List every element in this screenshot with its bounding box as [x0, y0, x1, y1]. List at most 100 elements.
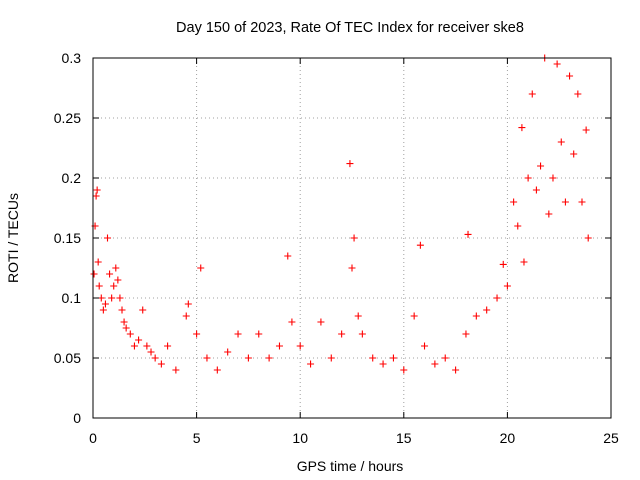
data-point [288, 318, 296, 326]
data-point [95, 282, 103, 290]
data-point [184, 300, 192, 308]
data-point [528, 90, 536, 98]
data-point [182, 312, 190, 320]
data-point [537, 162, 545, 170]
y-tick-label: 0 [73, 410, 81, 426]
data-point [234, 330, 242, 338]
data-point [120, 318, 128, 326]
data-point [400, 366, 408, 374]
data-point [421, 342, 429, 350]
y-tick-label: 0.05 [54, 350, 81, 366]
data-point [147, 348, 155, 356]
data-point [94, 258, 102, 266]
y-tick-label: 0.25 [54, 110, 81, 126]
y-tick-label: 0.3 [62, 50, 82, 66]
data-point [130, 342, 138, 350]
data-point [143, 342, 151, 350]
data-point [108, 294, 116, 302]
data-point [582, 126, 590, 134]
y-tick-labels: 0 0.05 0.1 0.15 0.2 0.25 0.3 [54, 50, 81, 426]
x-tick-label: 20 [500, 430, 516, 446]
data-point [104, 234, 112, 242]
data-point [193, 330, 201, 338]
data-point [483, 306, 491, 314]
data-point [275, 342, 283, 350]
data-point [518, 124, 526, 132]
data-point [557, 138, 565, 146]
x-tick-label: 10 [292, 430, 308, 446]
data-point [549, 174, 557, 182]
data-point [574, 90, 582, 98]
data-point [116, 294, 124, 302]
y-tick-label: 0.15 [54, 230, 81, 246]
data-point [112, 264, 120, 272]
data-point [114, 276, 122, 284]
data-point [441, 354, 449, 362]
data-point [379, 360, 387, 368]
data-point [584, 234, 592, 242]
data-point [338, 330, 346, 338]
x-axis-label: GPS time / hours [297, 458, 404, 474]
data-point [122, 324, 130, 332]
data-point [296, 342, 304, 350]
axis-ticks [92, 57, 612, 419]
data-point [213, 366, 221, 374]
data-point [472, 312, 480, 320]
data-point [464, 230, 472, 238]
data-point [93, 186, 101, 194]
data-point [135, 336, 143, 344]
data-point [358, 330, 366, 338]
data-point [126, 330, 134, 338]
data-point [578, 198, 586, 206]
data-point [493, 294, 501, 302]
data-point [452, 366, 460, 374]
data-point [203, 354, 211, 362]
x-tick-label: 0 [89, 430, 97, 446]
data-point [514, 222, 522, 230]
data-point [348, 264, 356, 272]
data-point [520, 258, 528, 266]
data-point [90, 270, 98, 278]
data-point [244, 354, 252, 362]
gridlines [93, 58, 611, 418]
data-point [561, 198, 569, 206]
data-point [110, 282, 118, 290]
data-point [553, 60, 561, 68]
data-point [566, 72, 574, 80]
data-point [416, 241, 424, 249]
data-point [92, 192, 100, 200]
chart-title: Day 150 of 2023, Rate Of TEC Index for r… [176, 20, 524, 36]
data-point [317, 318, 325, 326]
x-tick-label: 25 [603, 430, 619, 446]
data-point [503, 282, 511, 290]
data-point [532, 186, 540, 194]
data-point [197, 264, 205, 272]
data-point [510, 198, 518, 206]
data-point [462, 330, 470, 338]
data-point [139, 306, 147, 314]
data-point [350, 234, 358, 242]
data-point [265, 354, 273, 362]
x-tick-labels: 0 5 10 15 20 25 [89, 430, 619, 446]
data-point [284, 252, 292, 260]
y-tick-label: 0.2 [62, 170, 82, 186]
data-point [545, 210, 553, 218]
data-point [499, 260, 507, 268]
data-point [354, 312, 362, 320]
data-points [90, 54, 592, 374]
data-point [431, 360, 439, 368]
data-point [327, 354, 335, 362]
data-point [255, 330, 263, 338]
data-point [224, 348, 232, 356]
data-point [346, 160, 354, 168]
data-point [99, 306, 107, 314]
data-point [118, 306, 126, 314]
data-point [410, 312, 418, 320]
data-point [164, 342, 172, 350]
data-point [307, 360, 315, 368]
x-tick-label: 5 [193, 430, 201, 446]
data-point [389, 354, 397, 362]
data-point [570, 150, 578, 158]
data-point [151, 354, 159, 362]
